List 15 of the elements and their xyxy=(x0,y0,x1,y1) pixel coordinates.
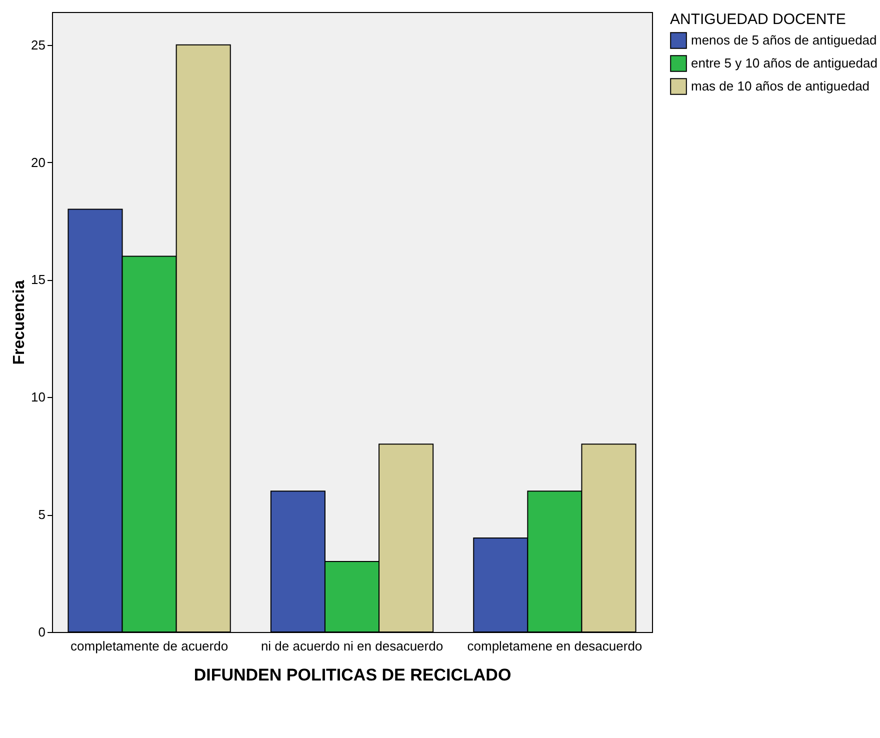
x-tick-label: ni de acuerdo ni en desacuerdo xyxy=(260,638,444,654)
x-tick-label: completamente de acuerdo xyxy=(70,638,228,654)
y-tick-label: 25 xyxy=(31,37,46,52)
y-tick-label: 5 xyxy=(38,507,46,522)
x-axis-title: DIFUNDEN POLITICAS DE RECICLADO xyxy=(194,666,512,684)
y-tick-label: 20 xyxy=(31,154,46,170)
y-tick-label: 15 xyxy=(31,272,46,288)
legend-label: entre 5 y 10 años de antiguedad xyxy=(691,56,878,70)
legend-label: mas de 10 años de antiguedad xyxy=(691,78,870,94)
legend-label: menos de 5 años de antiguedad xyxy=(691,32,877,48)
legend-title: ANTIGUEDAD DOCENTE xyxy=(670,11,846,28)
y-tick-label: 10 xyxy=(31,390,46,405)
x-tick-label: completamene en desacuerdo xyxy=(467,638,642,654)
y-tick-label: 0 xyxy=(38,624,46,640)
y-axis-title: Frecuencia xyxy=(11,280,28,365)
